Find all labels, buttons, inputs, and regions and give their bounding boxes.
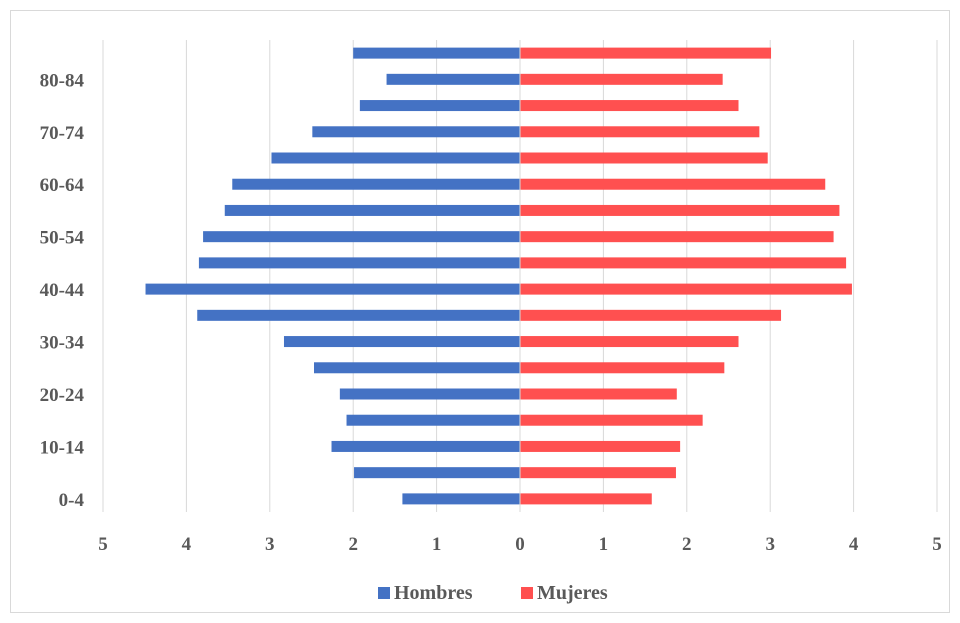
bar-hombres-50-54 (203, 231, 520, 243)
bar-hombres-30-34 (283, 336, 520, 348)
y-tick-label: 60-64 (40, 175, 85, 196)
bar-hombres-75-79 (359, 100, 520, 112)
bar-hombres-40-44 (145, 283, 520, 295)
x-tick-label: 3 (265, 534, 275, 555)
bar-hombres-65-69 (271, 152, 520, 164)
x-tick-label: 0 (515, 534, 525, 555)
legend-label: Mujeres (537, 582, 608, 604)
x-tick-label: 2 (682, 534, 692, 555)
bar-mujeres-40-44 (520, 283, 852, 295)
bar-mujeres-65-69 (520, 152, 768, 164)
x-tick-label: 2 (348, 534, 358, 555)
x-tick-label: 1 (599, 534, 609, 555)
bar-mujeres-5-9 (520, 467, 676, 479)
bar-hombres-55-59 (224, 204, 520, 216)
y-tick-label: 0-4 (59, 490, 85, 511)
bar-mujeres-35-39 (520, 309, 782, 321)
bar-hombres-45-49 (198, 257, 520, 269)
x-tick-label: 4 (182, 534, 192, 555)
bar-hombres-35-39 (197, 309, 520, 321)
bar-hombres-0-4 (402, 493, 520, 505)
bar-hombres-5-9 (354, 467, 520, 479)
x-tick-label: 4 (849, 534, 859, 555)
bar-mujeres-75-79 (520, 100, 739, 112)
y-tick-label: 30-34 (40, 333, 85, 354)
bar-mujeres-50-54 (520, 231, 834, 243)
bar-mujeres-70-74 (520, 126, 760, 138)
x-tick-labels: 5 4 3 2 1 0 1 2 3 4 5 (98, 534, 942, 555)
x-tick-label: 5 (932, 534, 942, 555)
y-tick-label: 40-44 (40, 280, 85, 301)
bar-mujeres-25-29 (520, 362, 725, 374)
legend-swatch (521, 587, 533, 599)
x-tick-label: 3 (765, 534, 775, 555)
bar-hombres-60-64 (232, 178, 520, 190)
y-tick-label: 10-14 (40, 437, 85, 458)
bar-hombres-10-14 (331, 440, 520, 452)
bar-mujeres-30-34 (520, 336, 739, 348)
legend: Hombres Mujeres (378, 582, 608, 604)
y-tick-label: 20-24 (40, 385, 85, 406)
gridlines (102, 40, 938, 512)
bar-mujeres-85+ (520, 47, 772, 59)
bar-mujeres-55-59 (520, 204, 840, 216)
y-tick-label: 80-84 (40, 70, 85, 91)
x-tick-label: 1 (432, 534, 442, 555)
bar-mujeres-45-49 (520, 257, 847, 269)
bars (145, 47, 852, 505)
y-tick-label: 70-74 (40, 123, 85, 144)
bar-hombres-15-19 (346, 414, 520, 426)
bar-mujeres-60-64 (520, 178, 826, 190)
bar-hombres-25-29 (314, 362, 520, 374)
x-tick-label: 5 (98, 534, 108, 555)
legend-label: Hombres (394, 582, 473, 604)
bar-hombres-20-24 (339, 388, 520, 400)
bar-mujeres-20-24 (520, 388, 677, 400)
bar-mujeres-15-19 (520, 414, 703, 426)
y-tick-labels: 0-4 10-14 20-24 30-34 40-44 50-54 60-64 70-74 80… (40, 70, 85, 511)
bar-hombres-70-74 (312, 126, 520, 138)
bar-mujeres-0-4 (520, 493, 652, 505)
bar-hombres-85+ (353, 47, 520, 59)
bar-hombres-80-84 (386, 73, 520, 85)
legend-swatch (378, 587, 390, 599)
bar-mujeres-80-84 (520, 73, 723, 85)
bar-mujeres-10-14 (520, 440, 681, 452)
y-tick-label: 50-54 (40, 228, 85, 249)
